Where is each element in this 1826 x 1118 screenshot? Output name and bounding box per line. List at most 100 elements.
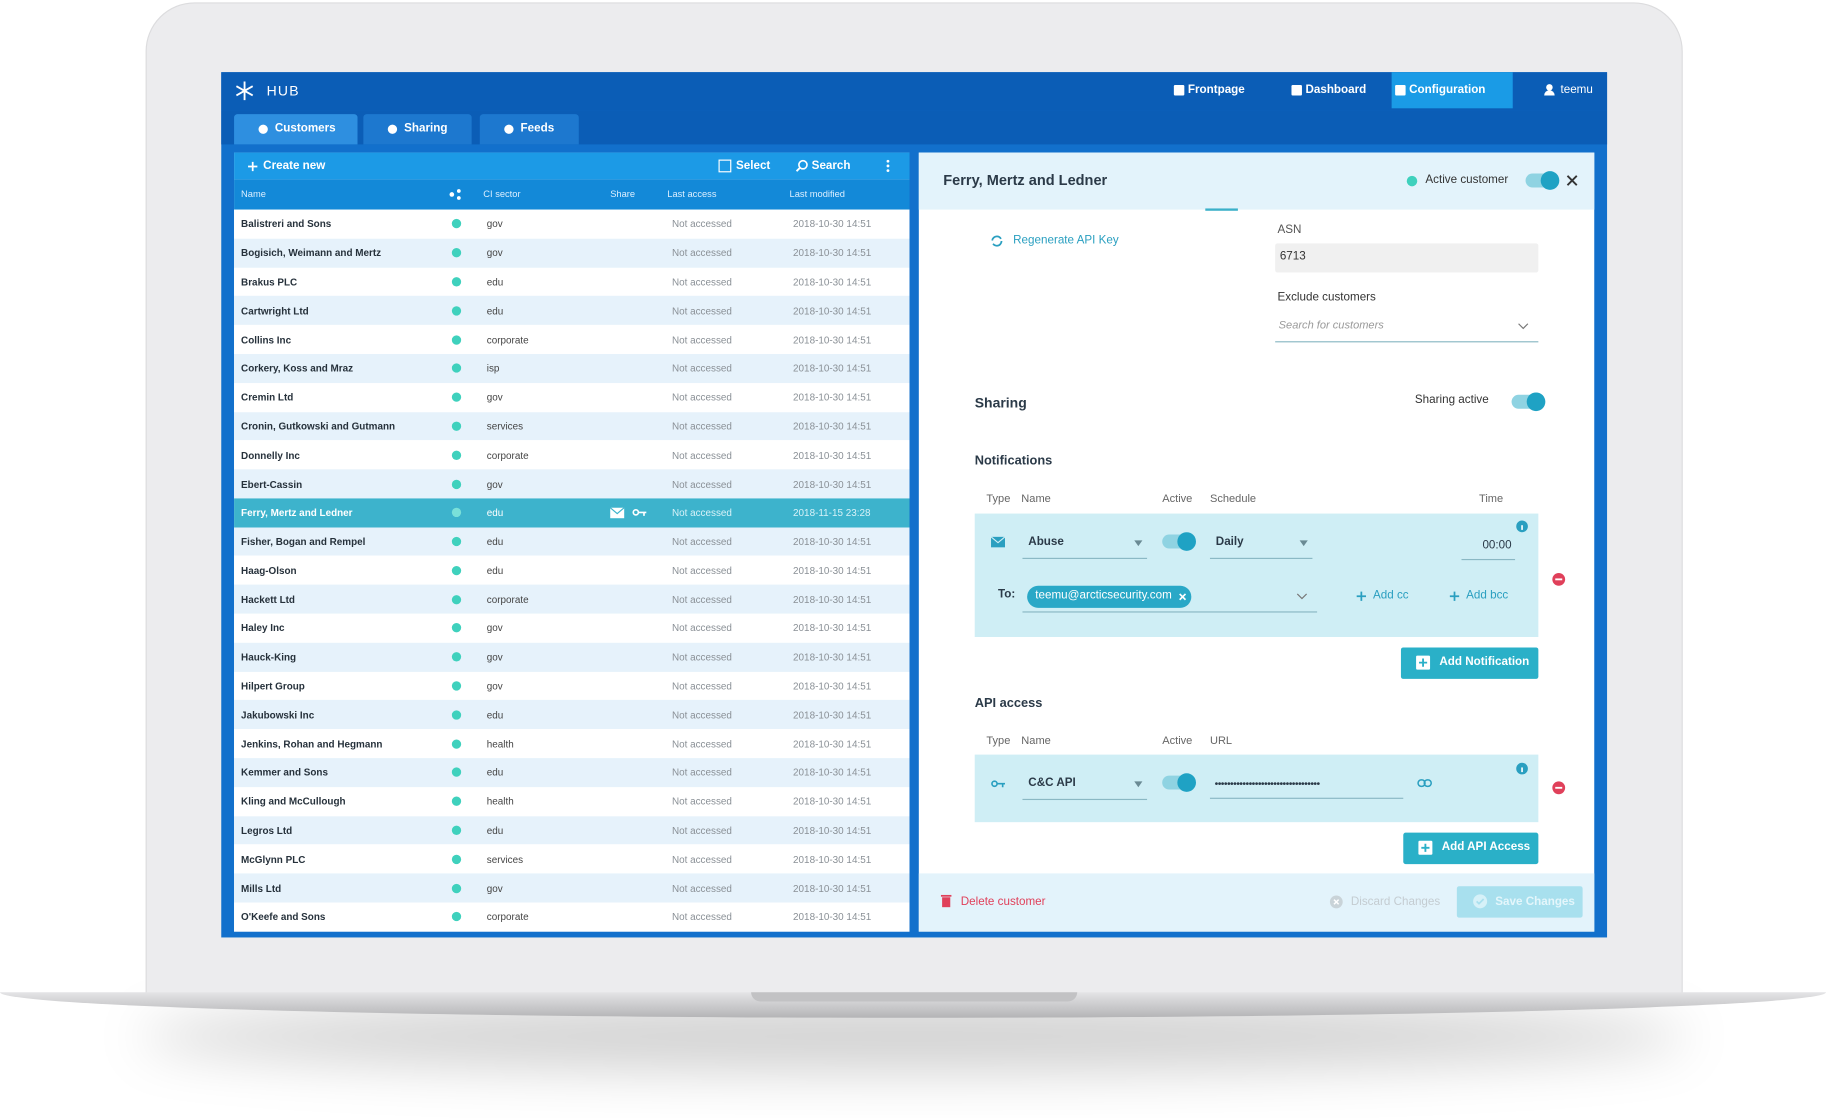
last-modified: 2018-10-30 14:51 (793, 911, 872, 923)
nav-icon-svg (1395, 85, 1406, 96)
table-row[interactable] (234, 469, 910, 499)
table-row[interactable] (234, 238, 910, 268)
last-modified: 2018-10-30 14:51 (793, 478, 872, 490)
tab[interactable] (363, 114, 472, 145)
notification-name-underline (1022, 557, 1148, 559)
sharing-toggle-label: Sharing active (1414, 393, 1489, 407)
logo-icon (234, 80, 255, 101)
section-indicator (1205, 208, 1238, 211)
status-dot (451, 681, 462, 691)
column-label: Name (1021, 734, 1051, 748)
table-row[interactable] (234, 209, 910, 239)
table-row[interactable] (234, 296, 910, 326)
notification-time[interactable]: 00:00 (1482, 539, 1512, 552)
ci-sector: corporate (486, 333, 529, 346)
laptop-notch (751, 992, 1078, 1002)
nav-link[interactable]: Configuration (1409, 83, 1486, 97)
user-name[interactable]: teemu (1560, 83, 1593, 97)
last-modified: 2018-10-30 14:51 (793, 622, 872, 635)
table-row[interactable] (234, 267, 910, 297)
api-name-chevron (1134, 781, 1143, 788)
detail-title: Ferry, Mertz and Ledner (943, 172, 1108, 189)
table-row[interactable] (234, 758, 910, 787)
table-row[interactable] (234, 642, 910, 672)
table-row[interactable] (234, 411, 910, 441)
notification-schedule-chevron-svg (1299, 540, 1308, 547)
ci-sector: corporate (486, 593, 529, 606)
column-header[interactable]: Last access (667, 188, 717, 200)
table-row[interactable] (234, 325, 910, 354)
notification-schedule[interactable]: Daily (1215, 535, 1244, 549)
table-row[interactable] (234, 382, 910, 412)
regenerate-api-key[interactable]: Regenerate API Key (1013, 234, 1119, 247)
chip-remove (1179, 593, 1187, 601)
table-row[interactable] (234, 353, 910, 383)
chip-remove-svg (1179, 593, 1187, 601)
share-mail-icon (609, 507, 625, 519)
info-icon (1516, 520, 1528, 533)
table-row[interactable] (234, 440, 910, 470)
tab-label[interactable]: Customers (274, 122, 336, 136)
nav-link[interactable]: Dashboard (1305, 83, 1367, 97)
add-bcc[interactable]: Add bcc (1466, 589, 1509, 603)
status-dot (451, 479, 462, 489)
customer-name: Jakubowski Inc (241, 709, 315, 721)
nav-icon (1173, 85, 1185, 96)
close-icon (1566, 175, 1578, 186)
last-access: Not accessed (671, 275, 732, 288)
column-header[interactable]: Name (241, 188, 266, 200)
table-row[interactable] (234, 584, 910, 614)
table-row[interactable] (234, 844, 910, 874)
ci-sector: corporate (486, 449, 529, 461)
asn-input[interactable] (1275, 243, 1539, 273)
table-row[interactable] (234, 556, 910, 585)
table-row[interactable] (234, 873, 910, 903)
tab[interactable] (479, 114, 579, 145)
table-row[interactable] (234, 613, 910, 643)
last-access: Not accessed (671, 478, 732, 490)
recipient-chip[interactable] (1027, 585, 1192, 608)
table-row[interactable] (234, 527, 910, 557)
last-access: Not accessed (671, 535, 732, 548)
column-label: Type (986, 492, 1011, 506)
exclude-placeholder[interactable]: Search for customers (1278, 319, 1384, 332)
info-icon-svg (1516, 762, 1528, 775)
delete-customer[interactable]: Delete customer (960, 895, 1046, 909)
status-dot (451, 450, 462, 460)
table-row[interactable] (234, 700, 910, 730)
notification-box (974, 513, 1539, 638)
column-label: URL (1209, 734, 1233, 748)
last-modified: 2018-11-15 23:28 (793, 506, 871, 519)
notification-name[interactable]: Abuse (1028, 535, 1064, 549)
customer-name: Bogisich, Weimann and Mertz (241, 247, 382, 259)
table-row[interactable] (234, 815, 910, 845)
table-row[interactable] (234, 786, 910, 816)
tab[interactable] (234, 114, 358, 145)
nav-link[interactable]: Frontpage (1187, 83, 1245, 97)
column-header[interactable]: Share (610, 188, 636, 200)
top-bar (221, 72, 1608, 111)
customer-name: Collins Inc (241, 333, 292, 346)
tab-label[interactable]: Feeds (520, 122, 555, 136)
table-row[interactable] (234, 498, 910, 528)
discard-changes[interactable]: Discard Changes (1350, 895, 1441, 909)
create-button[interactable]: Create new (263, 159, 326, 173)
table-row[interactable] (234, 902, 910, 932)
search-button[interactable]: Search (811, 159, 851, 173)
customer-name: Cronin, Gutkowski and Gutmann (241, 420, 396, 432)
api-name[interactable]: C&C API (1028, 776, 1076, 790)
column-header[interactable]: CI sector (483, 188, 521, 200)
column-header[interactable]: Last modified (789, 188, 845, 200)
last-access: Not accessed (671, 766, 732, 779)
tab-label[interactable]: Sharing (404, 122, 448, 136)
nav-icon-svg (1173, 85, 1185, 96)
api-key-icon (991, 780, 1005, 788)
table-row[interactable] (234, 729, 910, 759)
customer-name: Donnelly Inc (241, 449, 300, 461)
regenerate-icon (991, 235, 1003, 247)
api-url[interactable]: •••••••••••••••••••••••••••••••••• (1214, 777, 1321, 790)
add-cc[interactable]: Add cc (1372, 589, 1409, 603)
sharing-title: Sharing (974, 394, 1027, 412)
select-button[interactable]: Select (735, 159, 771, 173)
table-row[interactable] (234, 671, 910, 701)
